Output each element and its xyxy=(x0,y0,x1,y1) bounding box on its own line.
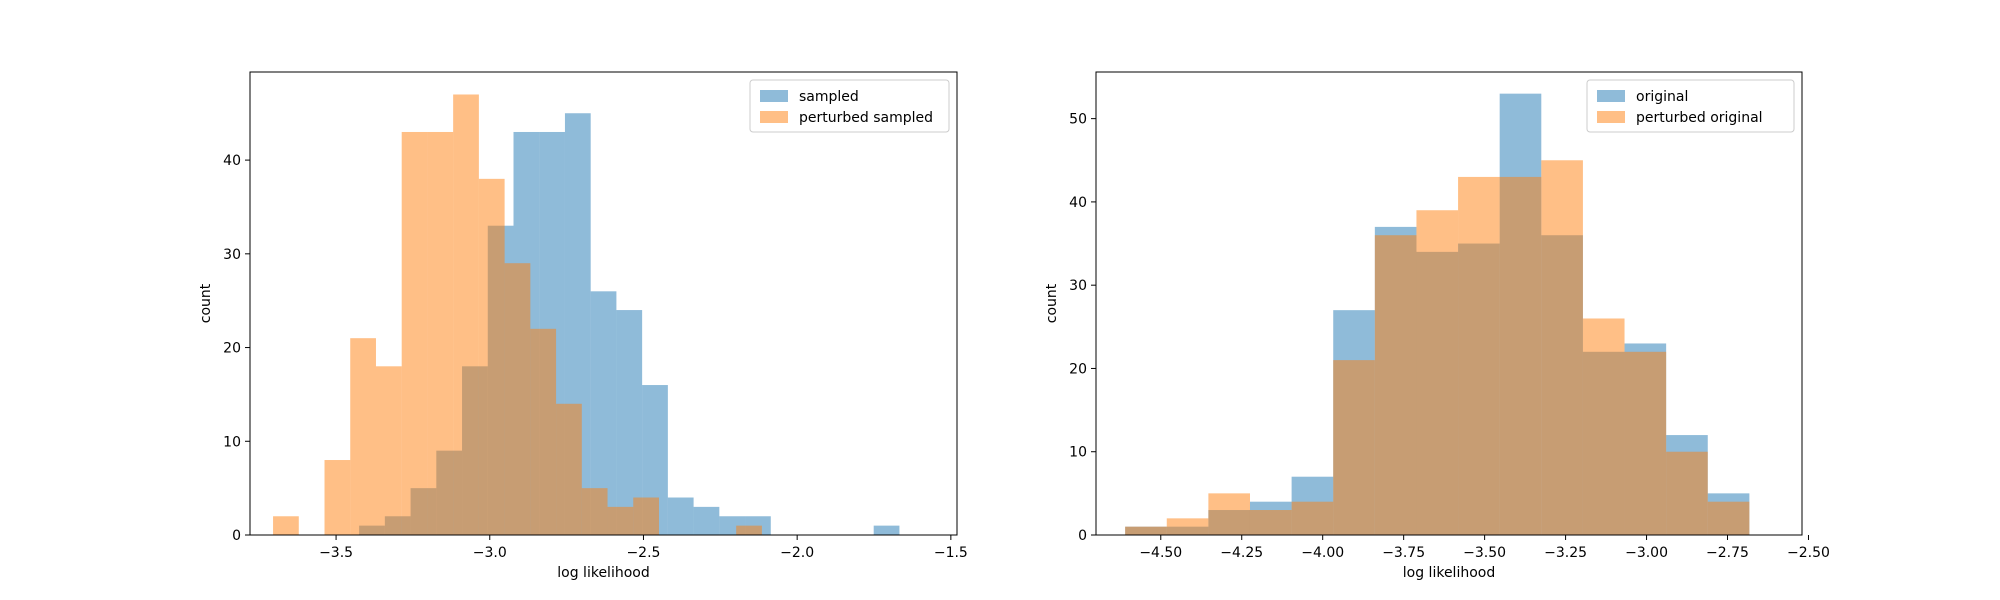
x-tick-label: −1.5 xyxy=(934,545,968,561)
x-tick-label: −3.25 xyxy=(1544,545,1587,561)
histogram-bar xyxy=(1499,176,1542,536)
axes-frame xyxy=(249,71,958,536)
series-1-bars xyxy=(1125,160,1750,536)
x-tick-label: −2.50 xyxy=(1787,545,1830,561)
histogram-bar xyxy=(693,506,720,535)
histogram-bar xyxy=(273,516,299,535)
x-tick-label: −3.0 xyxy=(473,545,507,561)
histogram-bar xyxy=(1208,493,1250,535)
legend: original perturbed original xyxy=(1586,79,1795,133)
histogram-bar xyxy=(1291,501,1334,535)
histogram-bar xyxy=(1249,510,1292,535)
x-tick-label: −4.25 xyxy=(1220,545,1263,561)
y-axis-label: count xyxy=(1044,283,1060,323)
legend-swatch xyxy=(760,90,788,102)
histogram-bar xyxy=(667,497,694,535)
histogram-bar xyxy=(401,131,428,536)
y-tick-label: 30 xyxy=(1069,278,1087,294)
left-histogram-panel: −3.5 −3.0 −2.5 −2.0 −1.5 0 10 20 30 40 log likelih… xyxy=(198,71,968,581)
y-tick-label: 0 xyxy=(232,528,241,544)
legend-swatch xyxy=(760,111,788,123)
histogram-bar xyxy=(736,525,762,535)
y-tick-label: 30 xyxy=(223,247,241,263)
legend-box xyxy=(1586,79,1795,133)
series-1-bars xyxy=(273,94,762,536)
histogram-bar xyxy=(1582,318,1625,535)
histogram-bar xyxy=(1166,518,1209,535)
histogram-bar xyxy=(873,525,900,535)
legend-box xyxy=(749,79,950,133)
legend-label: sampled xyxy=(799,89,859,105)
y-tick-label: 0 xyxy=(1078,528,1087,544)
histogram-bar xyxy=(1333,360,1375,535)
y-tick-label: 50 xyxy=(1069,112,1087,128)
x-tick-label: −2.5 xyxy=(626,545,660,561)
histogram-bar xyxy=(1541,160,1583,535)
axes-frame xyxy=(1095,71,1803,536)
histogram-bar xyxy=(324,460,351,535)
legend-swatch xyxy=(1597,90,1625,102)
y-tick-label: 10 xyxy=(1069,445,1087,461)
legend: sampled perturbed sampled xyxy=(749,79,950,133)
histogram-bar xyxy=(504,263,531,535)
x-axis-label: log likelihood xyxy=(1403,565,1495,581)
legend-label: original xyxy=(1636,89,1688,105)
histogram-bar xyxy=(1624,351,1667,535)
histogram-bar xyxy=(581,488,608,535)
histogram-bar xyxy=(478,178,505,535)
y-tick-label: 20 xyxy=(223,341,241,357)
histogram-bar xyxy=(1666,451,1708,535)
histogram-bar xyxy=(530,328,557,535)
histogram-bar xyxy=(427,131,454,536)
x-tick-label: −2.75 xyxy=(1706,545,1749,561)
x-tick-label: −3.5 xyxy=(319,545,353,561)
x-axis-label: log likelihood xyxy=(557,565,649,581)
histogram-bar xyxy=(350,338,376,535)
x-tick-label: −4.50 xyxy=(1139,545,1182,561)
histogram-bar xyxy=(1458,176,1500,536)
y-tick-label: 40 xyxy=(223,153,241,169)
legend-label: perturbed original xyxy=(1636,110,1763,126)
histogram-bar xyxy=(453,94,479,536)
right-histogram-panel: −4.50 −4.25 −4.00 −3.75 −3.50 −3.25 −3.00 −2.75… xyxy=(1044,71,1830,581)
x-tick-label: −3.75 xyxy=(1382,545,1425,561)
histogram-bar xyxy=(633,497,659,535)
histogram-bar xyxy=(375,366,402,535)
y-tick-label: 10 xyxy=(223,434,241,450)
histogram-bar xyxy=(1125,526,1167,535)
histogram-bar xyxy=(1416,210,1459,536)
x-tick-label: −4.00 xyxy=(1301,545,1344,561)
histogram-bar xyxy=(1707,501,1750,535)
y-tick-label: 40 xyxy=(1069,195,1087,211)
x-tick-label: −3.00 xyxy=(1625,545,1668,561)
legend-label: perturbed sampled xyxy=(799,110,933,126)
x-tick-label: −3.50 xyxy=(1463,545,1506,561)
y-axis-label: count xyxy=(198,283,214,323)
histogram-bar xyxy=(556,403,582,535)
x-tick-label: −2.0 xyxy=(780,545,814,561)
histogram-bar xyxy=(1374,235,1417,535)
legend-swatch xyxy=(1597,111,1625,123)
y-tick-label: 20 xyxy=(1069,361,1087,377)
histogram-bar xyxy=(607,506,634,535)
